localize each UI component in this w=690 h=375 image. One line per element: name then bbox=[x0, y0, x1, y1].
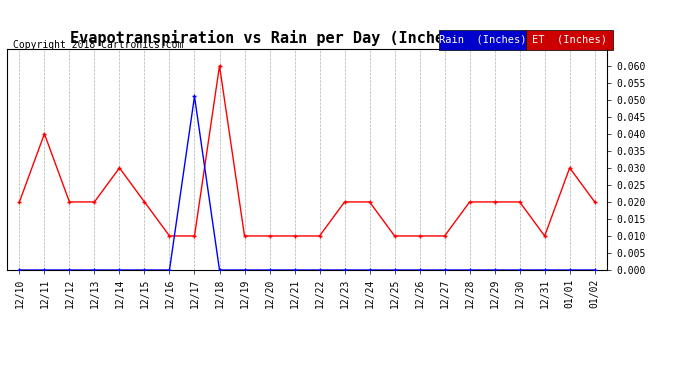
FancyBboxPatch shape bbox=[439, 30, 526, 50]
Title: Evapotranspiration vs Rain per Day (Inches) 20180103: Evapotranspiration vs Rain per Day (Inch… bbox=[70, 30, 544, 46]
Text: Rain  (Inches): Rain (Inches) bbox=[439, 35, 526, 45]
Text: ET  (Inches): ET (Inches) bbox=[532, 35, 607, 45]
Text: Copyright 2018 Cartronics.com: Copyright 2018 Cartronics.com bbox=[13, 40, 184, 50]
FancyBboxPatch shape bbox=[526, 30, 613, 50]
